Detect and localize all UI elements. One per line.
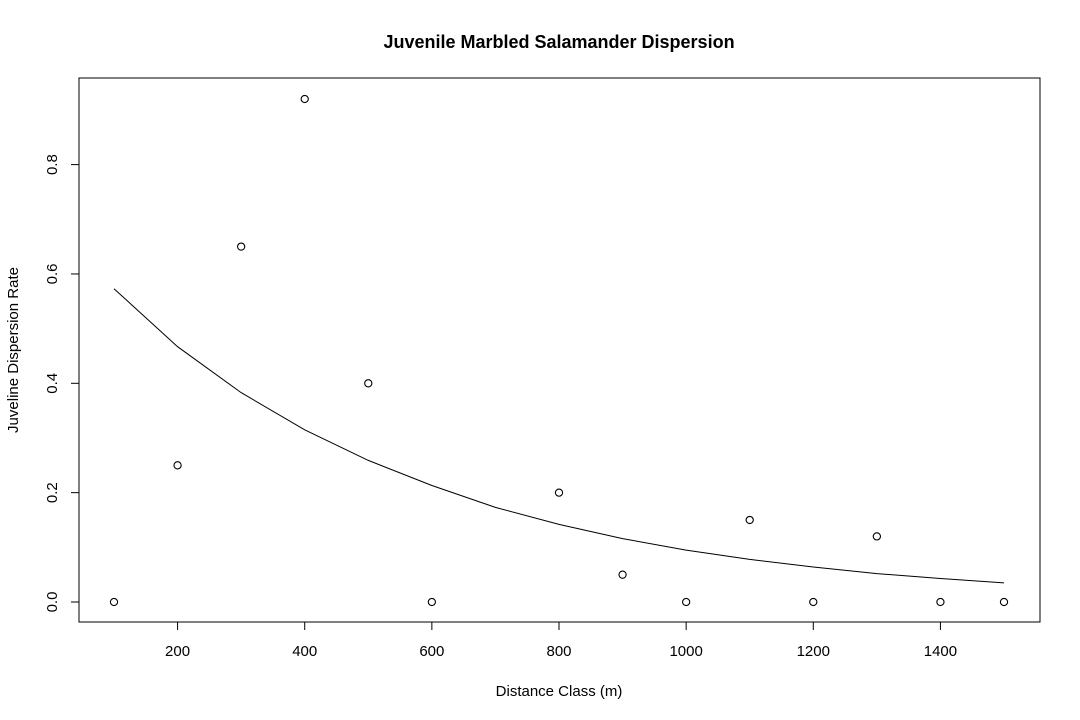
y-tick-label: 0.6 [44,264,61,285]
x-tick-label: 600 [419,643,444,660]
data-points-layer [109,94,1009,607]
data-point [300,94,309,104]
data-point [681,597,691,607]
data-point [999,597,1009,607]
data-point [427,597,437,607]
y-tick-label: 0.0 [44,592,61,613]
y-tick-label: 0.8 [44,154,61,175]
x-axis: 200 400 600 800 1000 1200 1400 [165,622,957,660]
data-point [745,515,754,525]
fit-curve [113,288,1005,584]
y-axis: 0.0 0.2 0.4 0.6 0.8 [44,154,79,612]
plot-frame [78,77,1041,623]
data-point [872,532,882,541]
y-axis-label: Juveline Dispersion Rate [5,267,22,433]
x-tick-label: 1200 [797,643,830,660]
data-point [109,597,119,607]
data-point [936,597,945,607]
y-tick-label: 0.2 [44,482,61,503]
chart-title: Juvenile Marbled Salamander Dispersion [383,32,734,52]
data-point [554,488,564,497]
x-tick-label: 800 [546,643,571,660]
data-point [236,242,246,251]
data-point [809,597,818,607]
x-axis-label: Distance Class (m) [496,683,623,700]
data-point [618,570,627,579]
x-tick-label: 1400 [924,643,957,660]
y-tick-label: 0.4 [44,373,61,394]
data-point [364,379,373,388]
data-point [173,461,182,470]
x-tick-label: 1000 [669,643,702,660]
fit-curve-layer [113,288,1005,584]
x-tick-label: 400 [292,643,317,660]
x-tick-label: 200 [165,643,190,660]
